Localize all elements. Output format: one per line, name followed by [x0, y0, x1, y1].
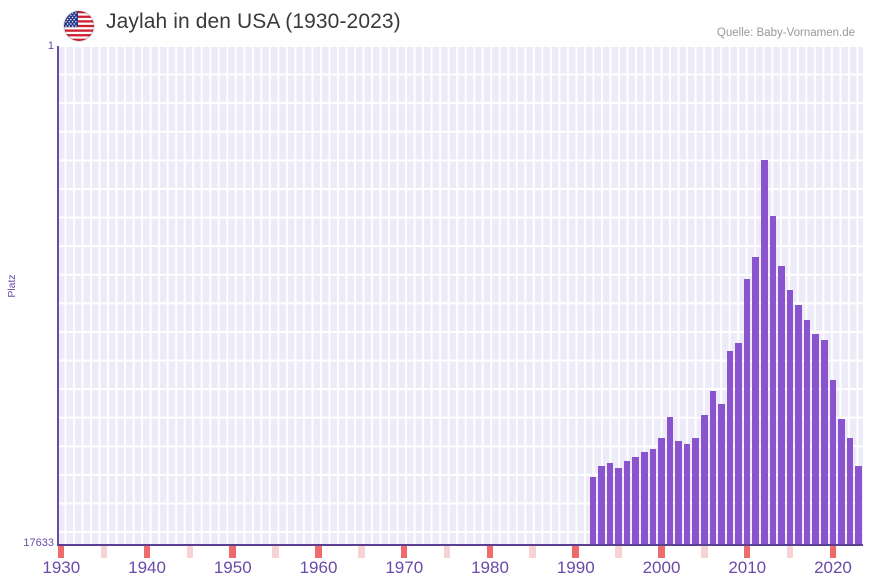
x-axis-label-1970: 1970 — [385, 558, 424, 577]
chart-header: Jaylah in den USA (1930-2023) Quelle: Ba… — [0, 0, 873, 44]
x-tick-minor-1955 — [272, 546, 279, 558]
bar-2006[interactable] — [709, 391, 717, 546]
bar-2010[interactable] — [743, 279, 751, 546]
bar-2000[interactable] — [658, 438, 665, 546]
x-tick-major-1950 — [229, 546, 236, 558]
x-tick-major-1960 — [315, 546, 322, 558]
source-label: Quelle: Baby-Vornamen.de — [716, 27, 855, 39]
bar-2016[interactable] — [795, 305, 802, 546]
us-flag-icon — [64, 11, 94, 41]
bar-2023[interactable] — [855, 466, 862, 546]
x-tick-minor-2015 — [786, 546, 794, 558]
bar-2009[interactable] — [735, 343, 742, 546]
bar-2001[interactable] — [666, 417, 674, 546]
x-tick-major-2020 — [829, 546, 837, 558]
bar-2002[interactable] — [675, 441, 682, 546]
x-axis-label-1940: 1940 — [128, 558, 166, 577]
bar-1997[interactable] — [632, 457, 639, 546]
bar-2003[interactable] — [683, 444, 691, 546]
x-axis-label-1980: 1980 — [471, 558, 509, 577]
x-tick-major-1940 — [143, 546, 151, 558]
bar-2012[interactable] — [761, 160, 768, 546]
y-axis-bottom-label: 17633 — [23, 537, 54, 549]
x-tick-minor-1965 — [358, 546, 365, 558]
x-axis-label-1960: 1960 — [299, 558, 338, 577]
bar-2011[interactable] — [752, 257, 759, 546]
x-axis-line — [57, 544, 863, 546]
bar-2004[interactable] — [692, 438, 699, 546]
bar-1995[interactable] — [615, 468, 622, 546]
bar-2015[interactable] — [786, 290, 794, 546]
x-tick-major-1980 — [486, 546, 494, 558]
x-axis-label-2020: 2020 — [814, 558, 852, 577]
x-axis-label-1930: 1930 — [42, 558, 81, 577]
x-tick-major-1970 — [400, 546, 408, 558]
bar-2018[interactable] — [812, 334, 820, 546]
bar-2017[interactable] — [803, 320, 811, 546]
bar-2020[interactable] — [829, 380, 837, 546]
x-axis-labels: 1930 1940 1950 1960 1970 1980 1990 2000 2010 2020 — [0, 558, 873, 587]
x-tick-minor-1985 — [529, 546, 537, 558]
x-tick-minor-1975 — [443, 546, 451, 558]
x-axis-label-2000: 2000 — [642, 558, 681, 577]
bar-2019[interactable] — [821, 340, 828, 546]
x-tick-major-1990 — [572, 546, 579, 558]
x-tick-major-1930 — [57, 546, 65, 558]
bar-2007[interactable] — [718, 404, 725, 546]
bar-2005[interactable] — [700, 415, 708, 546]
bar-series — [57, 46, 863, 546]
bar-2021[interactable] — [838, 419, 845, 546]
x-tick-minor-1945 — [186, 546, 194, 558]
bar-1994[interactable] — [606, 463, 614, 546]
x-tick-major-2000 — [658, 546, 665, 558]
bar-2014[interactable] — [778, 266, 785, 546]
x-tick-minor-2005 — [700, 546, 708, 558]
x-axis-tick-strip — [57, 546, 863, 558]
x-tick-minor-1935 — [100, 546, 108, 558]
bar-2008[interactable] — [726, 351, 734, 546]
bar-2013[interactable] — [769, 216, 777, 546]
page-title: Jaylah in den USA (1930-2023) — [106, 10, 401, 33]
x-tick-major-2010 — [743, 546, 751, 558]
bar-2022[interactable] — [846, 438, 854, 546]
plot-area — [57, 46, 863, 546]
x-tick-minor-1995 — [615, 546, 622, 558]
x-axis-label-1990: 1990 — [556, 558, 595, 577]
y-axis-top-label: 1 — [47, 40, 54, 52]
bar-1999[interactable] — [649, 449, 657, 546]
x-axis-label-1950: 1950 — [213, 558, 252, 577]
bar-1996[interactable] — [623, 461, 631, 546]
bar-1993[interactable] — [598, 466, 605, 546]
x-axis-label-2010: 2010 — [728, 558, 767, 577]
y-axis-title: Platz — [6, 274, 18, 298]
bar-1992[interactable] — [589, 477, 597, 546]
bar-1998[interactable] — [640, 452, 648, 546]
y-axis-line — [57, 46, 59, 546]
